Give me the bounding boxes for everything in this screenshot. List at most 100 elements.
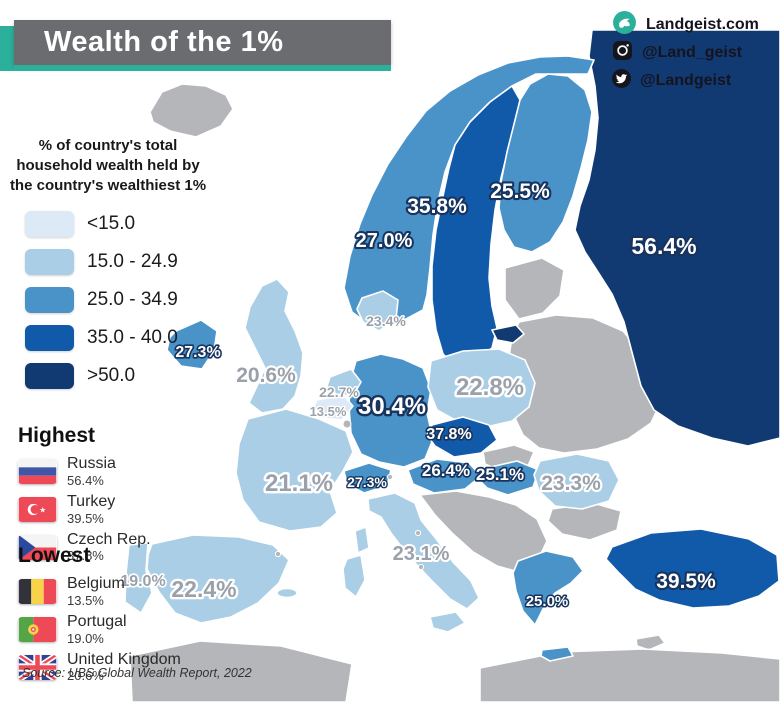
website-label: Landgeist.com bbox=[646, 15, 759, 33]
country-shape-italy bbox=[367, 492, 480, 610]
country-shape-russia bbox=[574, 29, 780, 447]
legend-label: 35.0 - 40.0 bbox=[87, 327, 178, 349]
value-label-russia: 56.4% bbox=[631, 233, 696, 259]
country-shape-north-africa-east bbox=[479, 648, 780, 702]
banner-accent-bottom bbox=[14, 65, 391, 71]
highest-block: Highest Russia 56.4% bbox=[18, 424, 151, 569]
country-shape-sardinia bbox=[342, 554, 366, 598]
rank-country: Portugal bbox=[67, 612, 127, 630]
value-label-spain: 22.4% bbox=[171, 576, 236, 602]
highest-heading: Highest bbox=[18, 424, 96, 447]
rank-value: 13.5% bbox=[67, 592, 104, 608]
czech-flag-icon bbox=[18, 534, 57, 560]
value-label-finland: 25.5% bbox=[490, 180, 550, 203]
value-label-norway: 27.0% bbox=[356, 230, 413, 252]
country-shape-kaliningrad bbox=[491, 324, 525, 344]
country-shape-finland bbox=[498, 73, 593, 253]
country-shape-france bbox=[235, 408, 354, 532]
banner-accent-left bbox=[0, 26, 14, 71]
country-shape-iceland bbox=[149, 83, 234, 138]
value-label-poland: 22.8% bbox=[456, 374, 524, 401]
country-shape-norway bbox=[343, 55, 595, 322]
rank-country: United Kingdom bbox=[67, 650, 181, 668]
country-shape-north-africa-west bbox=[129, 640, 353, 702]
value-label-hungary: 25.1% bbox=[476, 465, 524, 484]
legend-title: % of country's total household wealth he… bbox=[9, 137, 207, 194]
legend-label: >50.0 bbox=[87, 365, 136, 387]
value-label-sweden: 35.8% bbox=[407, 195, 467, 218]
legend-label: 15.0 - 24.9 bbox=[87, 251, 178, 273]
twitter-icon bbox=[612, 68, 631, 93]
value-label-france: 21.1% bbox=[265, 470, 333, 497]
country-shape-romania bbox=[533, 453, 620, 510]
legend-row: >50.0 bbox=[6, 363, 210, 390]
legend-swatch bbox=[25, 211, 74, 238]
value-label-italy: 23.1% bbox=[393, 543, 450, 565]
rank-value: 19.0% bbox=[67, 630, 104, 646]
legend-row: 15.0 - 24.9 bbox=[6, 249, 210, 276]
country-shape-corsica bbox=[354, 526, 370, 554]
rank-value: 56.4% bbox=[67, 472, 104, 488]
legend: % of country's total household wealth he… bbox=[6, 136, 210, 390]
microstate-dot-andorra bbox=[274, 550, 282, 558]
list-item: Czech Rep. 37.8% bbox=[18, 531, 151, 564]
value-label-switzerland: 27.3% bbox=[347, 474, 387, 490]
legend-label: 25.0 - 34.9 bbox=[87, 289, 178, 311]
value-label-ireland: 27.3% bbox=[175, 344, 220, 361]
list-item: Russia 56.4% bbox=[18, 455, 151, 488]
source-note: Source: UBS Global Wealth Report, 2022 bbox=[22, 666, 252, 680]
microstate-dot-san-marino bbox=[414, 529, 422, 537]
country-shape-ireland bbox=[166, 319, 218, 370]
country-shape-sweden bbox=[431, 85, 521, 368]
microstate-dot-vatican bbox=[417, 563, 425, 571]
country-shape-hungary bbox=[476, 460, 540, 496]
russia-flag-icon bbox=[18, 459, 57, 485]
legend-swatch bbox=[25, 325, 74, 352]
value-label-netherlands: 22.7% bbox=[319, 384, 359, 400]
country-shape-spain bbox=[146, 534, 290, 624]
legend-swatch bbox=[25, 249, 74, 276]
rank-value: 37.8% bbox=[67, 548, 104, 564]
rank-country: Belgium bbox=[67, 575, 125, 592]
value-label-czech-republic: 37.8% bbox=[426, 426, 471, 443]
page-title: Wealth of the 1% bbox=[44, 26, 284, 58]
legend-label: <15.0 bbox=[87, 213, 136, 235]
value-label-belgium: 13.5% bbox=[310, 404, 347, 419]
value-label-portugal: 19.0% bbox=[120, 573, 165, 590]
value-label-romania: 23.3% bbox=[541, 472, 601, 495]
title-banner: Wealth of the 1% bbox=[14, 20, 391, 65]
country-shape-greece bbox=[512, 550, 584, 626]
portugal-flag-icon bbox=[18, 617, 57, 643]
microstate-dot-liechtenstein bbox=[386, 473, 394, 481]
instagram-row: @Land_geist bbox=[612, 40, 759, 66]
value-label-united-kingdom: 20.6% bbox=[236, 364, 296, 387]
country-shape-austria bbox=[407, 458, 482, 494]
rank-country: Russia bbox=[67, 455, 116, 472]
value-label-greece: 25.0% bbox=[526, 593, 569, 610]
legend-rows: <15.0 15.0 - 24.9 25.0 - 34.9 35.0 - 40.… bbox=[6, 211, 210, 390]
value-label-austria: 26.4% bbox=[422, 461, 470, 480]
united-kingdom-flag-icon bbox=[18, 654, 57, 680]
value-label-denmark: 23.4% bbox=[366, 313, 406, 329]
value-label-germany: 30.4% bbox=[358, 393, 426, 420]
country-shape-portugal bbox=[124, 542, 153, 614]
rank-value: 20.6% bbox=[67, 668, 104, 684]
legend-row: 35.0 - 40.0 bbox=[6, 325, 210, 352]
list-item: Portugal 19.0% bbox=[18, 612, 181, 646]
map-value-labels: 27.0% 35.8% 25.5% 56.4% 23.4% 20.6% 27.3% 22.7%… bbox=[119, 178, 718, 612]
branding-block: Landgeist.com @Land_geist @Landgeist bbox=[612, 10, 759, 93]
country-shape-czech-republic bbox=[426, 416, 498, 458]
value-label-turkey: 39.5% bbox=[656, 570, 716, 593]
list-item: Turkey 39.5% bbox=[18, 493, 151, 526]
rank-value: 39.5% bbox=[67, 510, 104, 526]
legend-row: 25.0 - 34.9 bbox=[6, 287, 210, 314]
instagram-handle: @Land_geist bbox=[642, 43, 743, 61]
instagram-icon bbox=[612, 40, 633, 66]
list-item: Belgium 13.5% bbox=[18, 575, 181, 608]
country-shape-belgium bbox=[312, 394, 354, 421]
lowest-block: Lowest Belgium 13.5% bbox=[18, 544, 181, 689]
belgium-flag-icon bbox=[18, 579, 57, 605]
country-shape-baltics bbox=[504, 257, 565, 320]
